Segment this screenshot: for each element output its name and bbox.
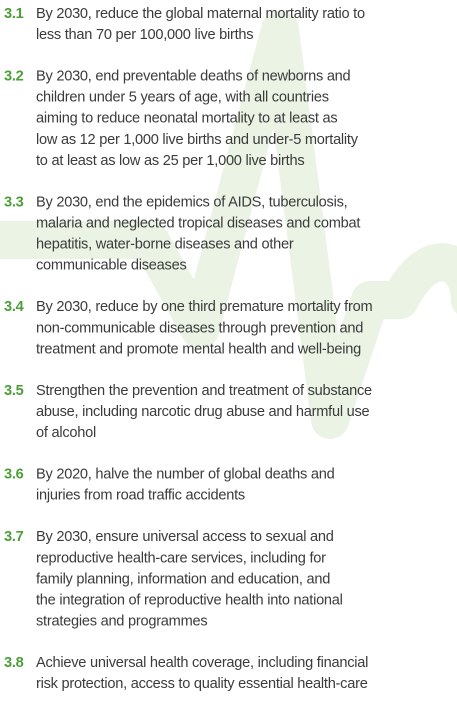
target-text-line: reproductive health-care services, inclu… (36, 550, 326, 566)
target-text-line: aiming to reduce neonatal mortality to a… (36, 111, 337, 127)
target-text-line: malaria and neglected tropical diseases … (36, 215, 360, 231)
target-text-line: children under 5 years of age, with all … (36, 90, 329, 106)
target-text-line: By 2030, reduce the global maternal mort… (36, 6, 365, 22)
target-text-line: of alcohol (36, 425, 96, 441)
target-list: 3.1 By 2030, reduce the global maternal m… (4, 6, 372, 692)
page: 3.1 By 2030, reduce the global maternal m… (0, 0, 457, 721)
target-text-line: non-communicable diseases through preven… (36, 320, 363, 336)
target-text-line: By 2030, end preventable deaths of newbo… (36, 68, 351, 84)
target-number: 3.3 (4, 194, 24, 210)
target-number: 3.8 (4, 655, 24, 671)
target-text-line: By 2030, end the epidemics of AIDS, tube… (36, 194, 347, 210)
target-number: 3.1 (4, 6, 24, 22)
target-text-line: injuries from road traffic accidents (36, 488, 245, 504)
target-text-line: Strengthen the prevention and treatment … (36, 383, 372, 399)
target-text-line: hepatitis, water-borne diseases and othe… (36, 237, 294, 253)
target-text-line: By 2030, ensure universal access to sexu… (36, 529, 334, 545)
target-number: 3.4 (4, 299, 25, 315)
target-text-line: Achieve universal health coverage, inclu… (36, 655, 368, 671)
target-text-line: By 2030, reduce by one third premature m… (36, 299, 372, 315)
target-text-line: low as 12 per 1,000 live births and unde… (36, 132, 359, 148)
target-text-line: abuse, including narcotic drug abuse and… (36, 404, 370, 420)
target-text-line: family planning, information and educati… (36, 571, 330, 587)
target-text-line: risk protection, access to quality essen… (36, 676, 368, 692)
target-text-line: communicable diseases (36, 258, 187, 274)
target-number: 3.2 (4, 68, 24, 84)
target-text-line: to at least as low as 25 per 1,000 live … (36, 153, 304, 169)
target-number: 3.5 (4, 383, 24, 399)
target-text-line: less than 70 per 100,000 live births (36, 27, 253, 43)
target-text-line: strategies and programmes (36, 614, 207, 630)
target-text-line: the integration of reproductive health i… (36, 592, 343, 608)
target-text-line: By 2020, halve the number of global deat… (36, 467, 335, 483)
target-number: 3.6 (4, 467, 24, 483)
document: 3.1 By 2030, reduce the global maternal m… (0, 0, 457, 721)
target-text-line: treatment and promote mental health and … (36, 341, 361, 357)
heart-shape (400, 262, 457, 300)
target-number: 3.7 (4, 529, 24, 545)
